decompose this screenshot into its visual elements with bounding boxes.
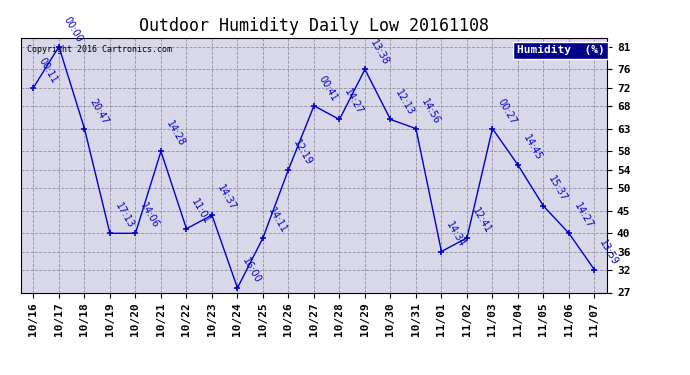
Text: 14:28: 14:28 bbox=[164, 119, 186, 148]
Text: 12:19: 12:19 bbox=[291, 138, 314, 167]
Text: 14:06: 14:06 bbox=[138, 201, 161, 231]
Text: 15:37: 15:37 bbox=[546, 174, 569, 203]
Text: 14:34: 14:34 bbox=[444, 220, 466, 249]
Text: 17:13: 17:13 bbox=[112, 201, 135, 231]
Text: 13:59: 13:59 bbox=[598, 238, 620, 267]
Text: 14:27: 14:27 bbox=[572, 201, 594, 231]
Text: 14:27: 14:27 bbox=[342, 87, 365, 117]
Text: 14:56: 14:56 bbox=[419, 97, 442, 126]
Text: 14:37: 14:37 bbox=[215, 183, 237, 212]
Title: Outdoor Humidity Daily Low 20161108: Outdoor Humidity Daily Low 20161108 bbox=[139, 16, 489, 34]
Text: Copyright 2016 Cartronics.com: Copyright 2016 Cartronics.com bbox=[26, 45, 172, 54]
Text: 13:38: 13:38 bbox=[368, 38, 391, 67]
Text: 12:13: 12:13 bbox=[393, 87, 416, 117]
Text: 12:41: 12:41 bbox=[470, 206, 493, 235]
Text: 00:00: 00:00 bbox=[61, 15, 84, 44]
Text: 00:41: 00:41 bbox=[317, 74, 339, 103]
Text: 20:47: 20:47 bbox=[87, 96, 110, 126]
Text: 14:45: 14:45 bbox=[521, 133, 543, 162]
Text: 00:27: 00:27 bbox=[495, 96, 518, 126]
Text: 14:11: 14:11 bbox=[266, 206, 288, 235]
Text: Humidity  (%): Humidity (%) bbox=[517, 45, 604, 55]
Text: 11:01: 11:01 bbox=[189, 197, 212, 226]
Text: 00:11: 00:11 bbox=[37, 56, 59, 85]
Text: 16:00: 16:00 bbox=[240, 256, 263, 285]
